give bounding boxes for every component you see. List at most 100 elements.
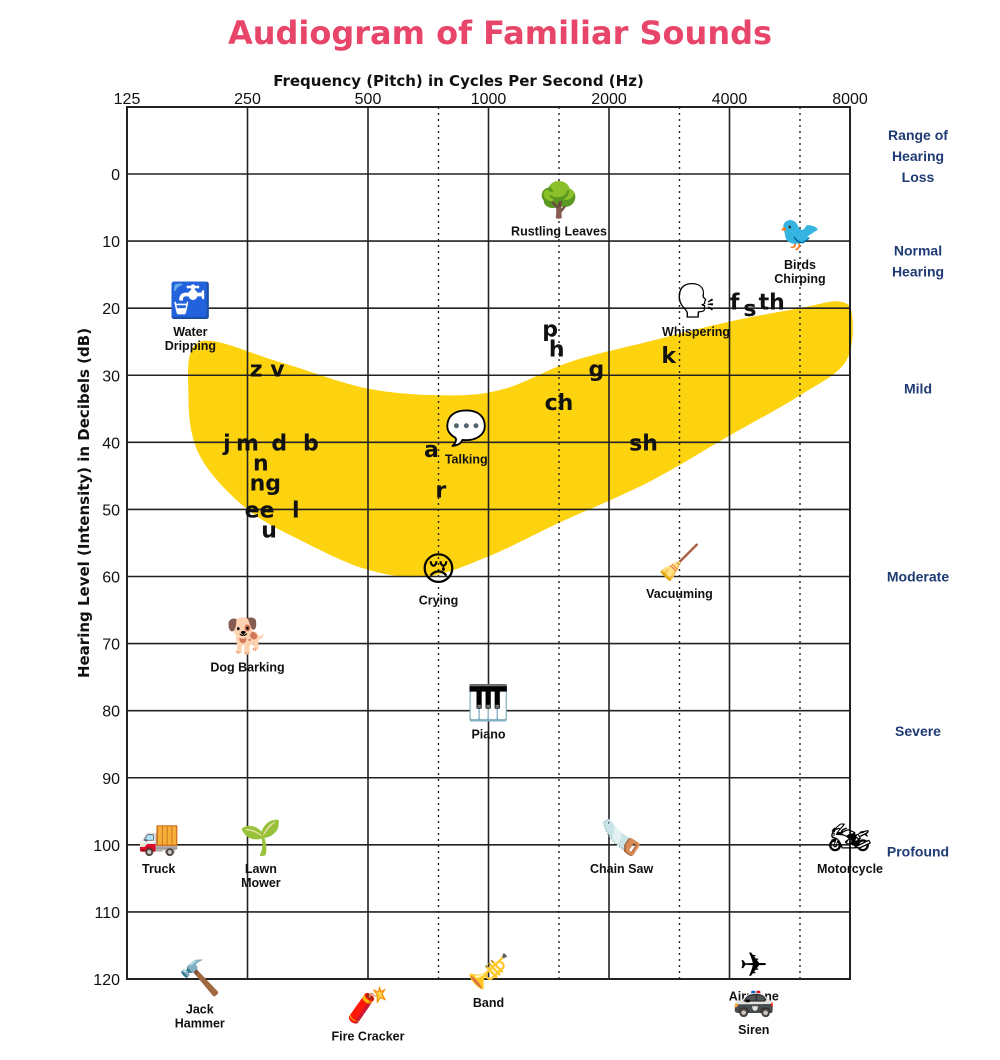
x-tick-label: 4000: [712, 91, 748, 108]
phoneme-label: s: [743, 297, 756, 322]
phoneme-label: m: [236, 431, 259, 456]
piano-icon: 🎹: [467, 684, 509, 723]
sound-label: Airplane: [729, 989, 779, 1003]
whispering-icon: 🗣: [674, 282, 717, 320]
hearing-range-label: Severe: [895, 723, 941, 739]
sound-marker: 🚚 Truck: [138, 819, 180, 876]
y-axis-title: Hearing Level (Intensity) in Decibels (d…: [75, 328, 93, 678]
phoneme-label: u: [261, 519, 277, 544]
x-tick-label: 2000: [591, 91, 627, 108]
y-tick-label: 0: [111, 167, 120, 184]
hearing-range-label: Mild: [904, 381, 932, 397]
sound-label: Siren: [738, 1023, 769, 1037]
phoneme-label: b: [303, 431, 319, 456]
vacuum-icon: 🧹: [658, 543, 700, 582]
phoneme-label: h: [549, 337, 565, 362]
x-tick-label: 125: [114, 91, 141, 108]
hearing-range-label: Normal: [894, 243, 942, 259]
hearing-range-label: Hearing: [892, 264, 944, 280]
sound-label: Lawn: [245, 862, 277, 876]
hearing-range-normal-hearing: Normal Hearing: [892, 243, 944, 280]
phoneme-label: d: [271, 431, 287, 456]
band-icon: 🎺: [467, 952, 509, 991]
sound-label: Birds: [784, 258, 816, 272]
hearing-range-profound: Profound: [887, 844, 949, 860]
y-tick-label: 60: [102, 570, 120, 587]
sound-marker: 🎹 Piano: [467, 684, 509, 742]
y-tick-label: 80: [102, 704, 120, 721]
sound-label: Chirping: [774, 272, 825, 286]
talking-icon: 💬: [445, 409, 487, 448]
siren-icon: 🚓: [733, 980, 775, 1018]
hearing-range-severe: Severe: [895, 723, 941, 739]
sound-marker: ✈ Airplane: [729, 946, 779, 1003]
motorcycle-icon: 🏍: [828, 819, 871, 857]
phoneme-label: z v: [250, 358, 285, 383]
sound-label: Dog Barking: [210, 661, 284, 675]
hearing-range-mild: Mild: [904, 381, 932, 397]
sound-marker: 🧨 Fire Cracker: [332, 986, 405, 1044]
sound-label: Truck: [142, 862, 175, 876]
phoneme-label: g: [589, 358, 605, 383]
chain-saw-icon: 🪚: [600, 818, 642, 858]
y-tick-label: 100: [93, 838, 120, 855]
phoneme-label: ng: [250, 472, 281, 497]
y-tick-label: 70: [102, 637, 120, 654]
phoneme-label: th: [759, 290, 785, 315]
bird-icon: 🐦: [779, 215, 821, 253]
sound-label: Whispering: [662, 325, 730, 339]
phoneme-label: l: [292, 498, 300, 523]
sound-marker: 😢 Crying: [419, 551, 459, 608]
sound-label: Water: [173, 325, 207, 339]
x-tick-label: 250: [234, 91, 261, 108]
phoneme-label: ch: [545, 391, 574, 416]
faucet-icon: 🚰: [169, 281, 211, 320]
sound-marker: 💬 Talking: [445, 409, 488, 467]
sound-label: Talking: [445, 453, 488, 467]
y-tick-label: 40: [102, 435, 120, 452]
hearing-loss-header: Range of Hearing Loss: [888, 127, 948, 185]
fire-cracker-icon: 🧨: [347, 986, 389, 1025]
sound-marker: 🧹 Vacuuming: [646, 543, 713, 601]
sound-label: Piano: [471, 728, 505, 742]
phoneme-label: sh: [629, 431, 658, 456]
sound-marker: 🚓 Siren: [733, 980, 775, 1037]
phoneme-label: ee: [245, 498, 275, 523]
dog-icon: 🐕: [226, 617, 268, 656]
sound-marker: 🎺 Band: [467, 952, 509, 1010]
airplane-icon: ✈: [740, 946, 769, 984]
sound-label: Jack: [186, 1003, 214, 1017]
sound-marker: 🏍 Motorcycle: [817, 819, 883, 876]
y-tick-label: 50: [102, 502, 120, 519]
sound-label: Crying: [419, 594, 459, 608]
hearing-range-moderate: Moderate: [887, 569, 949, 585]
jack-hammer-icon: 🔨: [179, 959, 221, 998]
sound-label: Dripping: [165, 339, 216, 353]
x-axis-title: Frequency (Pitch) in Cycles Per Second (…: [273, 72, 644, 90]
sound-label: Mower: [241, 876, 281, 890]
y-tick-label: 30: [102, 368, 120, 385]
y-tick-label: 120: [93, 972, 120, 989]
x-tick-label: 500: [355, 91, 382, 108]
phoneme-label: a: [424, 438, 439, 463]
sound-label: Chain Saw: [590, 862, 653, 876]
phoneme-label: f: [730, 290, 740, 315]
sound-marker: 🪚 Chain Saw: [590, 818, 653, 876]
sound-label: Rustling Leaves: [511, 225, 607, 239]
phoneme-label: r: [435, 478, 446, 503]
hearing-range-label: Moderate: [887, 569, 949, 585]
phoneme-label: p: [542, 317, 558, 342]
phoneme-label: j: [222, 431, 231, 456]
hearing-range-label: Hearing: [892, 148, 944, 164]
x-tick-label: 1000: [471, 91, 507, 108]
hearing-range-label: Loss: [902, 169, 935, 185]
sound-label: Fire Cracker: [332, 1030, 405, 1044]
sound-label: Hammer: [175, 1017, 225, 1031]
hearing-range-label: Profound: [887, 844, 949, 860]
lawn-mower-icon: 🌱: [240, 819, 282, 857]
